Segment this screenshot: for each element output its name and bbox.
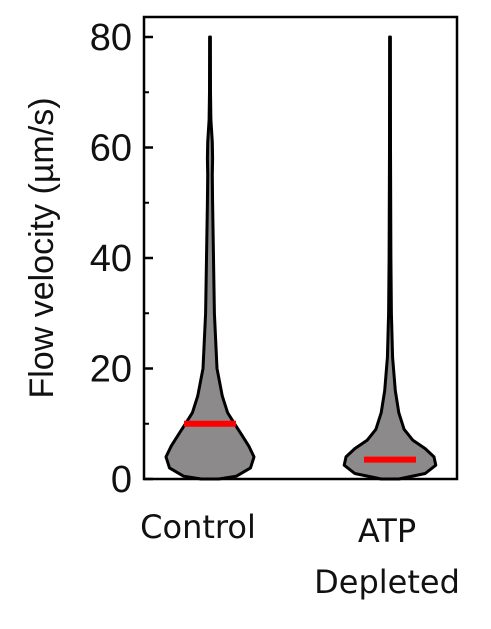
y-tick-label: 0 (111, 459, 132, 501)
y-tick-label: 20 (90, 349, 132, 391)
y-axis-label: Flow velocity (µm/s) (23, 97, 61, 398)
y-tick-label: 40 (90, 238, 132, 280)
y-tick-label: 80 (90, 17, 132, 59)
y-tick-label: 60 (90, 128, 132, 170)
category-label: ATP (358, 512, 416, 550)
labels: 0 20 40 60 80 Flow velocity (µm/s) Control ATP D… (23, 17, 460, 601)
category-label: Depleted (314, 563, 460, 601)
axes-frame (142, 15, 459, 481)
violin-body-2 (342, 35, 438, 481)
category-label: Control (140, 508, 256, 546)
axes (142, 15, 459, 481)
violin-body-1 (164, 35, 256, 481)
violins (164, 35, 438, 481)
